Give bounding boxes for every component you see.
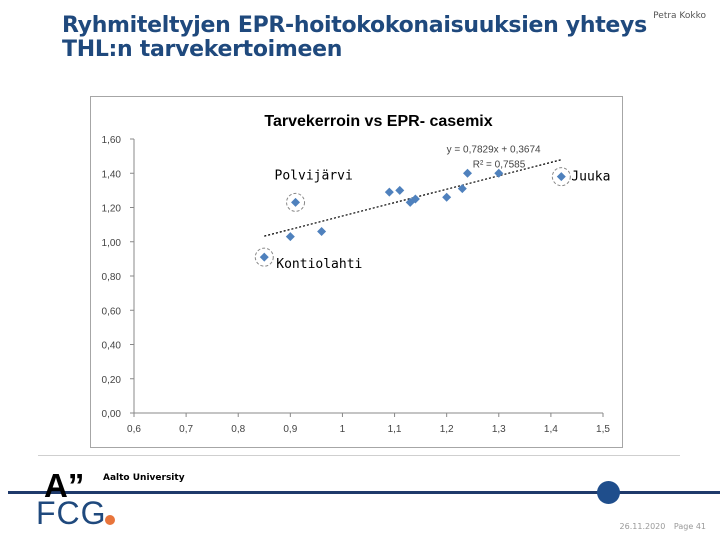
aalto-logo-icon: A”: [44, 470, 84, 500]
x-tick-label: 0,9: [283, 424, 297, 435]
y-tick-label: 0,60: [102, 306, 122, 317]
x-tick-label: 1,5: [596, 424, 610, 435]
y-tick-label: 1,20: [102, 204, 122, 215]
trend-r2: R² = 0,7585: [473, 159, 526, 170]
data-point: [457, 184, 467, 194]
author-label: Petra Kokko: [653, 11, 706, 21]
highlight-circle: [551, 167, 571, 187]
y-tick-label: 1,40: [102, 169, 122, 180]
scatter-chart: Tarvekerroin vs EPR- casemix 0,00 0,20 0,40…: [90, 96, 623, 448]
data-point: [463, 168, 473, 178]
y-tick-label: 0,20: [102, 375, 122, 386]
data-point: [556, 172, 566, 182]
data-point: [494, 168, 504, 178]
svg-text:A”: A”: [44, 470, 84, 500]
y-tick-label: 0,00: [102, 409, 122, 420]
highlight-circle: [286, 192, 306, 212]
annotation-label: Kontiolahti: [276, 257, 362, 272]
data-point: [285, 232, 295, 242]
data-point: [395, 185, 405, 195]
data-point: [410, 194, 420, 204]
x-tick-label: 1: [340, 424, 346, 435]
divider-line: [38, 455, 680, 456]
x-tick-label: 1,1: [388, 424, 402, 435]
trend-equation: y = 0,7829x + 0,3674: [447, 145, 541, 156]
x-tick-label: 0,6: [127, 424, 141, 435]
footer-date: 26.11.2020: [619, 522, 666, 531]
annotation-label: Juuka: [571, 170, 610, 185]
data-point: [384, 187, 394, 197]
data-point: [259, 252, 269, 262]
footer-page: Page 41: [673, 522, 706, 531]
fcg-logo-dot-icon: [105, 515, 115, 525]
highlight-circle: [254, 247, 274, 267]
footer: 26.11.2020 Page 41: [614, 522, 706, 531]
x-tick-label: 0,8: [231, 424, 245, 435]
y-tick-label: 0,80: [102, 272, 122, 283]
aalto-university-label: Aalto University: [103, 473, 185, 483]
bottom-bar: [8, 491, 720, 494]
data-point: [442, 192, 452, 202]
chart-frame: [90, 96, 623, 448]
slide-title-line-1: Ryhmiteltyjen EPR-hoitokokonaisuuksien y…: [62, 13, 647, 38]
accent-dot: [597, 481, 620, 504]
annotation-label: Polvijärvi: [275, 168, 353, 183]
x-tick-label: 0,7: [179, 424, 193, 435]
slide-title: Ryhmiteltyjen EPR-hoitokokonaisuuksien y…: [62, 14, 682, 62]
data-point: [317, 226, 327, 236]
x-tick-label: 1,3: [492, 424, 506, 435]
y-tick-label: 0,40: [102, 341, 122, 352]
data-point: [291, 197, 301, 207]
slide-title-line-2: THL:n tarvekertoimeen: [62, 37, 343, 62]
x-tick-label: 1,2: [440, 424, 454, 435]
chart-title: Tarvekerroin vs EPR- casemix: [264, 113, 492, 130]
x-tick-label: 1,4: [544, 424, 558, 435]
fcg-logo: FCG: [36, 495, 107, 531]
y-tick-label: 1,60: [102, 135, 122, 146]
y-tick-label: 1,00: [102, 238, 122, 249]
